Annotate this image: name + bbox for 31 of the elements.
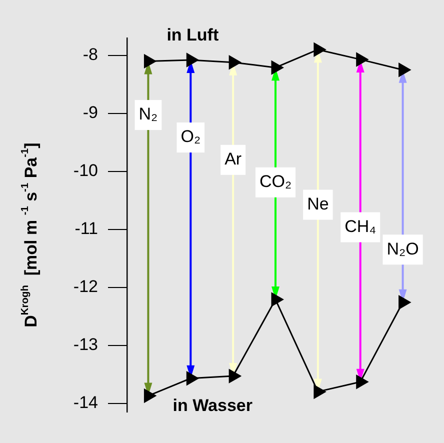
point xyxy=(228,369,241,383)
y-tick-label: -14 xyxy=(73,392,98,412)
y-tick-label: -13 xyxy=(73,335,98,354)
point xyxy=(144,54,156,68)
point xyxy=(144,388,156,403)
y-tick-label: -11 xyxy=(74,219,98,238)
point xyxy=(356,375,368,389)
point xyxy=(314,384,326,399)
series-label: in Wasser xyxy=(172,396,253,416)
point xyxy=(398,63,411,77)
point xyxy=(356,52,368,66)
point xyxy=(186,372,198,386)
point xyxy=(271,60,284,74)
annotation: Ar xyxy=(224,150,242,169)
y-tick-label: -10 xyxy=(73,161,98,180)
point xyxy=(228,56,241,70)
point xyxy=(314,42,326,56)
annotation: N₂ xyxy=(138,104,158,124)
point xyxy=(271,292,284,306)
annotation: N₂O xyxy=(386,239,419,258)
series-label: in Luft xyxy=(166,26,219,45)
text: DKrogh [mol m -1 s-1 Pa-1] xyxy=(20,142,41,328)
point xyxy=(398,296,411,310)
annotation: Ne xyxy=(307,194,329,214)
annotation: O₂ xyxy=(180,127,201,146)
annotation: CO₂ xyxy=(259,172,292,192)
annotation: CH₄ xyxy=(344,216,376,236)
y-tick-label: -12 xyxy=(73,277,98,296)
y-tick-label: -8 xyxy=(82,45,98,64)
y-tick-label: -9 xyxy=(82,103,98,122)
point xyxy=(186,53,198,67)
